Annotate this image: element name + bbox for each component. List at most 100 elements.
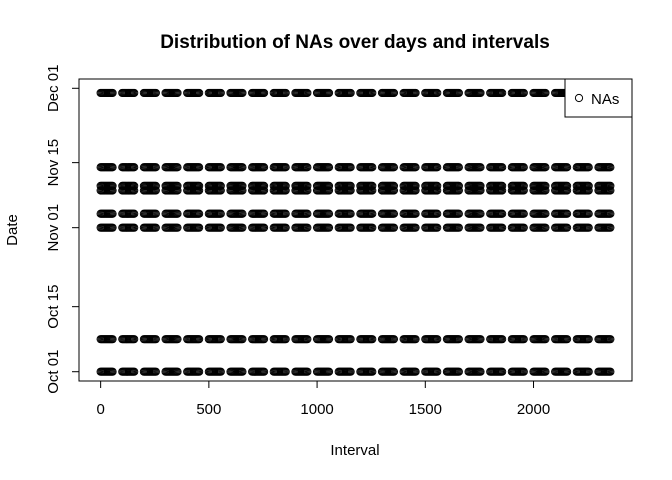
plot-frame — [78, 78, 633, 382]
data-point — [389, 335, 399, 344]
data-point — [173, 209, 182, 218]
data-point — [303, 335, 312, 344]
data-point — [281, 367, 290, 376]
data-point — [476, 163, 485, 172]
data-point — [389, 223, 399, 232]
data-point — [454, 209, 463, 218]
data-point — [541, 223, 550, 232]
data-point — [259, 88, 269, 98]
data-point — [584, 367, 593, 376]
data-point — [324, 209, 334, 218]
data-point — [541, 88, 550, 98]
data-point — [346, 88, 355, 98]
data-point — [324, 223, 334, 232]
data-point — [346, 335, 355, 344]
x-axis-label: Interval — [330, 442, 379, 459]
data-point — [195, 209, 204, 218]
data-point — [389, 181, 399, 190]
data-point — [562, 335, 572, 344]
data-point — [173, 88, 182, 98]
data-point — [303, 367, 312, 376]
data-point — [130, 367, 139, 376]
data-point — [281, 163, 290, 172]
data-point — [389, 209, 399, 218]
data-point — [303, 223, 312, 232]
data-point — [476, 181, 485, 190]
data-point — [498, 181, 507, 190]
data-point — [108, 223, 117, 232]
data-point — [389, 163, 399, 172]
data-point — [519, 181, 528, 190]
data-point — [476, 335, 485, 344]
data-point — [346, 163, 355, 172]
data-point — [498, 335, 507, 344]
x-tick-label: 2000 — [517, 401, 550, 418]
data-point — [476, 367, 485, 376]
data-point — [541, 367, 550, 376]
data-point — [216, 367, 225, 376]
data-point — [108, 163, 117, 172]
data-point — [411, 223, 420, 232]
x-tick-label: 1500 — [409, 401, 442, 418]
legend-marker — [574, 93, 584, 103]
data-point — [195, 181, 204, 190]
data-point — [173, 367, 182, 376]
x-tick-label: 1000 — [300, 401, 333, 418]
data-point — [151, 88, 160, 98]
data-point — [476, 223, 485, 232]
data-point — [259, 335, 269, 344]
data-point — [476, 88, 485, 98]
data-point — [108, 367, 117, 376]
data-point — [411, 367, 420, 376]
data-point — [606, 163, 615, 172]
data-point — [519, 163, 528, 172]
data-point — [541, 209, 550, 218]
data-point — [454, 335, 463, 344]
data-point — [303, 181, 312, 190]
data-point — [433, 209, 442, 218]
data-point — [519, 209, 528, 218]
legend: NAs — [564, 78, 633, 118]
data-point — [173, 181, 182, 190]
data-point — [281, 223, 290, 232]
data-point — [216, 335, 225, 344]
data-point — [173, 335, 182, 344]
y-tick-label: Dec 01 — [45, 65, 62, 113]
data-point — [562, 163, 572, 172]
data-point — [259, 181, 269, 190]
data-point — [433, 163, 442, 172]
y-axis: Oct 01 Oct 15 Nov 01 Nov 15 Dec 01 — [45, 65, 80, 394]
data-point — [130, 335, 139, 344]
data-point — [519, 223, 528, 232]
data-point — [498, 367, 507, 376]
data-point — [259, 223, 269, 232]
data-point — [281, 88, 290, 98]
data-point — [216, 163, 225, 172]
data-point — [584, 163, 593, 172]
data-point — [454, 223, 463, 232]
data-point — [411, 181, 420, 190]
data-point — [519, 335, 528, 344]
x-tick-label: 0 — [96, 401, 104, 418]
data-point — [454, 88, 463, 98]
data-point — [195, 335, 204, 344]
data-point — [238, 335, 247, 344]
data-point — [584, 181, 593, 190]
data-point — [498, 223, 507, 232]
data-point — [346, 209, 355, 218]
data-point — [346, 367, 355, 376]
data-point — [259, 163, 269, 172]
data-point — [433, 335, 442, 344]
data-point — [130, 209, 139, 218]
data-point — [303, 163, 312, 172]
data-point — [130, 88, 139, 98]
data-point — [368, 223, 377, 232]
x-tick-label: 500 — [196, 401, 221, 418]
data-point — [151, 163, 160, 172]
data-point — [541, 181, 550, 190]
data-point — [541, 335, 550, 344]
data-point — [195, 223, 204, 232]
data-point — [562, 209, 572, 218]
data-point — [562, 181, 572, 190]
data-point — [433, 367, 442, 376]
